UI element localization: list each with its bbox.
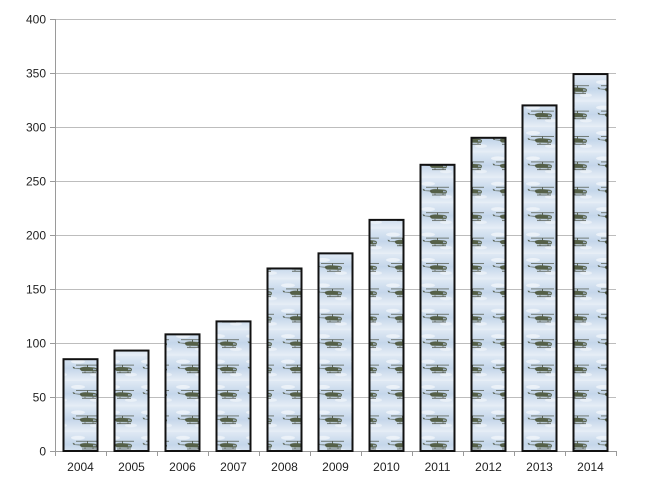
bar-2011 [419,163,456,453]
bar-outline [521,104,558,453]
y-tick-label: 400 [26,13,46,27]
x-tick-label: 2010 [373,460,400,474]
bar-outline [572,73,609,453]
bar-fill [267,268,302,451]
x-tick-label: 2004 [67,460,94,474]
bar-fill [471,137,506,452]
bar-2012 [470,136,507,453]
bars [62,73,609,453]
bar-outline [215,320,252,452]
bar-2009 [317,252,354,452]
bar-fill [420,164,455,452]
bar-fill [63,359,98,451]
bar-fill [522,105,557,452]
bar-2014 [572,73,609,453]
bar-outline [368,218,405,452]
y-tick-label: 100 [26,337,46,351]
bar-outline [470,136,507,453]
bar-fill [114,350,149,451]
x-tick-label: 2011 [425,460,451,474]
bar-2010 [368,218,405,452]
bar-fill [369,219,404,451]
bar-outline [62,358,99,453]
bar-2013 [521,104,558,453]
x-axis-tick-labels: 2004 2005 2006 2007 2008 2009 2010 2011 2012 2013… [67,460,604,474]
x-tick-label: 2007 [220,460,247,474]
x-tick-label: 2009 [322,460,349,474]
bar-2004 [62,358,99,453]
bar-2007 [215,320,252,452]
x-tick-label: 2006 [169,460,196,474]
y-tick-label: 250 [26,175,46,189]
bar-outline [113,349,150,452]
y-tick-label: 350 [26,67,46,81]
x-tick-label: 2012 [475,460,502,474]
y-tick-label: 200 [26,229,46,243]
x-tick-label: 2013 [526,460,553,474]
bar-outline [164,333,201,452]
bar-outline [317,252,354,452]
x-tick-label: 2014 [577,460,604,474]
y-axis-tick-labels: 0 50 100 150 200 250 300 350 400 [26,13,46,459]
bar-2005 [113,349,150,452]
y-tick-label: 300 [26,121,46,135]
bar-2006 [164,333,201,452]
bar-fill [165,334,200,451]
y-tick-label: 150 [26,283,46,297]
bar-fill [216,321,251,451]
bar-outline [266,267,303,453]
x-tick-label: 2005 [118,460,145,474]
bar-2008 [266,267,303,453]
bar-outline [419,163,456,453]
bar-fill [573,74,608,451]
x-tick-label: 2008 [271,460,298,474]
bar-fill [318,253,353,451]
y-tick-label: 50 [33,391,47,405]
y-tick-label: 0 [39,445,46,459]
